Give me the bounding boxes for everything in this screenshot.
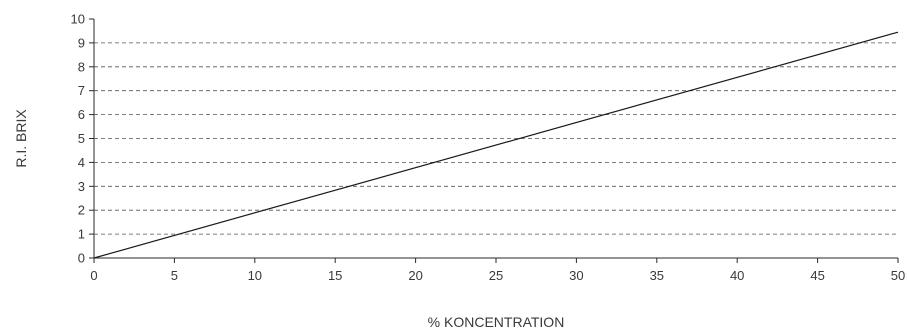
y-axis-title: R.I. BRIX xyxy=(13,109,29,168)
x-tick-label-20: 20 xyxy=(408,268,422,283)
x-tick-label-0: 0 xyxy=(90,268,97,283)
y-tick-label-7: 7 xyxy=(78,83,85,98)
series-line-0 xyxy=(93,31,899,259)
x-tick-label-30: 30 xyxy=(569,268,583,283)
y-tick-label-1: 1 xyxy=(78,227,85,242)
x-tick-label-25: 25 xyxy=(489,268,503,283)
y-tick-label-3: 3 xyxy=(78,179,85,194)
y-tick-label-4: 4 xyxy=(78,155,85,170)
y-tick-label-8: 8 xyxy=(78,59,85,74)
y-tick-label-2: 2 xyxy=(78,203,85,218)
grid-lines xyxy=(94,42,898,235)
y-tick-label-10: 10 xyxy=(71,12,85,27)
tick-marks xyxy=(89,18,899,263)
data-series xyxy=(93,31,899,259)
y-tick-label-6: 6 xyxy=(78,107,85,122)
y-tick-label-9: 9 xyxy=(78,35,85,50)
x-tick-label-5: 5 xyxy=(171,268,178,283)
x-axis-title: % KONCENTRATION xyxy=(428,314,565,330)
x-tick-label-10: 10 xyxy=(248,268,262,283)
x-tick-label-35: 35 xyxy=(650,268,664,283)
x-tick-label-50: 50 xyxy=(891,268,905,283)
x-tick-label-45: 45 xyxy=(810,268,824,283)
x-tick-label-40: 40 xyxy=(730,268,744,283)
y-tick-label-5: 5 xyxy=(78,131,85,146)
x-tick-label-15: 15 xyxy=(328,268,342,283)
y-tick-label-0: 0 xyxy=(78,251,85,266)
